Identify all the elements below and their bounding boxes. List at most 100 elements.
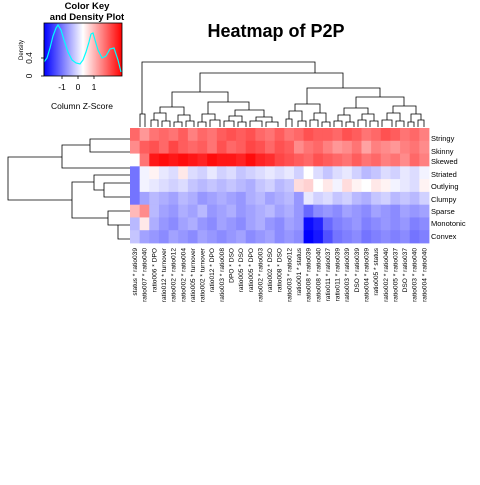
heatmap-cell bbox=[245, 128, 256, 142]
heatmap-cell bbox=[139, 179, 150, 193]
column-label: ratio005 * ratio037 bbox=[392, 248, 399, 302]
heatmap-cells bbox=[130, 128, 430, 244]
heatmap-cell bbox=[419, 217, 430, 231]
heatmap-cell bbox=[265, 179, 276, 193]
heatmap-cell bbox=[419, 140, 430, 154]
heatmap-cell bbox=[419, 128, 430, 142]
heatmap-cell bbox=[293, 179, 305, 193]
heatmap-cell bbox=[342, 204, 353, 218]
heatmap-cell bbox=[216, 128, 227, 142]
heatmap-cell bbox=[139, 217, 150, 231]
heatmap-cell bbox=[236, 153, 247, 167]
heatmap-cell bbox=[255, 191, 266, 206]
heatmap-cell bbox=[322, 217, 333, 231]
heatmap-cell bbox=[236, 217, 247, 231]
row-label-skewed: Skewed bbox=[431, 157, 458, 166]
heatmap-cell bbox=[149, 191, 160, 206]
heatmap-cell bbox=[293, 217, 305, 231]
heatmap-cell bbox=[255, 204, 266, 218]
color-key-y-axis bbox=[41, 40, 45, 77]
heatmap-cell bbox=[303, 153, 314, 167]
heatmap-cell bbox=[380, 166, 391, 180]
heatmap-cell bbox=[303, 179, 314, 193]
heatmap-cell bbox=[342, 153, 353, 167]
heatmap-cell bbox=[149, 217, 160, 231]
heatmap-cell bbox=[419, 191, 430, 206]
column-label: ratio008 * ratio040 bbox=[315, 248, 322, 302]
heatmap-cell bbox=[265, 166, 276, 180]
heatmap-cell bbox=[187, 217, 198, 231]
column-label: ratio003 * ratio039 bbox=[344, 248, 351, 302]
heatmap-cell bbox=[322, 191, 333, 206]
heatmap-cell bbox=[332, 179, 343, 193]
heatmap-cell bbox=[216, 191, 227, 206]
heatmap-cell bbox=[361, 217, 372, 231]
heatmap-cell bbox=[216, 153, 227, 167]
heatmap-cell bbox=[400, 140, 411, 154]
heatmap-cell bbox=[265, 153, 276, 167]
heatmap-cell bbox=[390, 128, 401, 142]
heatmap-cell bbox=[255, 230, 266, 244]
heatmap-cell bbox=[332, 128, 343, 142]
heatmap-cell bbox=[207, 128, 218, 142]
heatmap-cell bbox=[361, 128, 372, 142]
heatmap-cell bbox=[226, 166, 237, 180]
row-label-monotonic: Monotonic bbox=[431, 219, 466, 228]
chart-title: Heatmap of P2P bbox=[207, 21, 344, 41]
column-label: status * ratio039 bbox=[132, 248, 139, 296]
heatmap-cell bbox=[380, 179, 391, 193]
heatmap-cell bbox=[158, 179, 169, 193]
heatmap-cell bbox=[187, 191, 198, 206]
heatmap-cell bbox=[400, 191, 411, 206]
column-label: ratio007 * ratio040 bbox=[142, 248, 149, 302]
heatmap-cell bbox=[168, 191, 179, 206]
heatmap-cell bbox=[226, 179, 237, 193]
heatmap-cell bbox=[226, 204, 237, 218]
heatmap-cell bbox=[255, 166, 266, 180]
heatmap-cell bbox=[390, 166, 401, 180]
heatmap-cell bbox=[274, 166, 285, 180]
heatmap-cell bbox=[419, 204, 430, 218]
heatmap-cell bbox=[351, 179, 362, 193]
heatmap-cell bbox=[245, 230, 256, 244]
heatmap-cell bbox=[332, 191, 343, 206]
heatmap-cell bbox=[130, 204, 141, 218]
heatmap-cell bbox=[332, 153, 343, 167]
heatmap-cell bbox=[178, 179, 189, 193]
heatmap-cell bbox=[293, 230, 305, 244]
heatmap-cell bbox=[361, 191, 372, 206]
heatmap-cell bbox=[409, 230, 420, 244]
heatmap-cell bbox=[371, 204, 382, 218]
heatmap-cell bbox=[303, 191, 314, 206]
heatmap-cell bbox=[207, 153, 218, 167]
heatmap-cell bbox=[197, 153, 208, 167]
heatmap-cell bbox=[178, 128, 189, 142]
heatmap-cell bbox=[158, 166, 169, 180]
heatmap-cell bbox=[226, 128, 237, 142]
heatmap-cell bbox=[284, 217, 295, 231]
heatmap-cell bbox=[197, 230, 208, 244]
heatmap-cell bbox=[236, 230, 247, 244]
column-label: ratio011 * ratio039 bbox=[335, 248, 342, 302]
key-y-tick: 0 bbox=[24, 73, 34, 78]
heatmap-cell bbox=[284, 166, 295, 180]
heatmap-cell bbox=[274, 230, 285, 244]
heatmap-cell bbox=[245, 217, 256, 231]
heatmap-cell bbox=[158, 217, 169, 231]
column-label: ratio002 * ratio003 bbox=[257, 248, 264, 302]
column-label: ratio004 * ratio039 bbox=[364, 248, 371, 302]
heatmap-cell bbox=[149, 204, 160, 218]
heatmap-cell bbox=[322, 140, 333, 154]
heatmap-cell bbox=[149, 230, 160, 244]
heatmap-cell bbox=[274, 217, 285, 231]
heatmap-cell bbox=[265, 204, 276, 218]
heatmap-cell bbox=[351, 217, 362, 231]
heatmap-cell bbox=[284, 204, 295, 218]
heatmap-cell bbox=[216, 204, 227, 218]
heatmap-cell bbox=[400, 128, 411, 142]
heatmap-cell bbox=[255, 217, 266, 231]
heatmap-cell bbox=[409, 179, 420, 193]
heatmap-cell bbox=[130, 191, 141, 206]
heatmap-cell bbox=[303, 140, 314, 154]
